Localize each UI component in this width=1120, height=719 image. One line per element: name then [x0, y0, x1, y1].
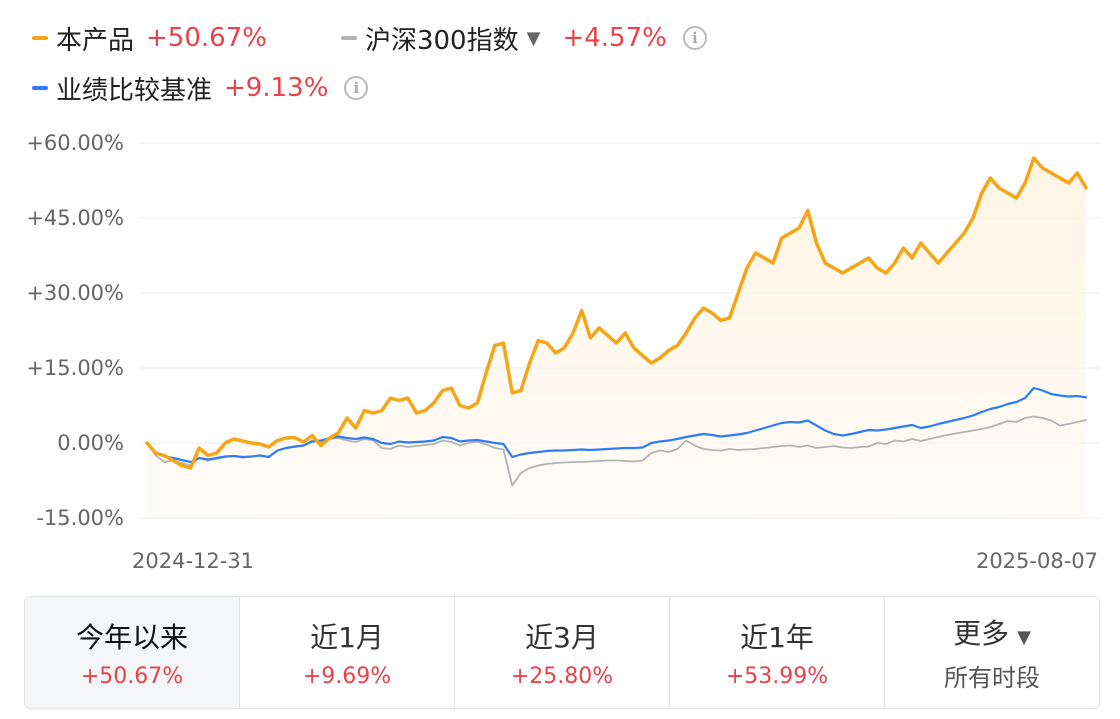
legend-row-2: 业绩比较基准 +9.13% i: [0, 68, 402, 108]
legend-name-benchmark: 业绩比较基准: [56, 75, 213, 106]
series-area-product: [147, 158, 1086, 518]
chevron-down-icon[interactable]: ▼: [526, 27, 541, 49]
tab-label: 近1月: [310, 621, 384, 654]
tab-sub-label: 所有时段: [944, 664, 1040, 692]
tab-1-month[interactable]: 近1月 +9.69%: [240, 597, 455, 708]
legend-index[interactable]: 沪深300指数 ▼ +4.57% i: [340, 20, 707, 57]
legend-value-benchmark: +9.13%: [224, 73, 329, 103]
y-tick-label: +15.00%: [26, 356, 124, 380]
info-icon[interactable]: i: [682, 26, 707, 50]
tab-more-label: 更多: [953, 617, 1010, 650]
tab-label-more: 更多 ▼: [953, 612, 1031, 652]
tab-value: +25.80%: [510, 664, 614, 689]
y-tick-label: +45.00%: [26, 206, 124, 230]
legend-swatch-product: [32, 36, 48, 40]
legend-value-index: +4.57%: [562, 23, 667, 53]
legend-value-product: +50.67%: [146, 23, 267, 53]
legend-name-product: 本产品: [56, 25, 135, 56]
legend-product[interactable]: 本产品 +50.67%: [0, 20, 267, 57]
x-tick-end: 2025-08-07: [976, 549, 1098, 573]
y-tick-label: -15.00%: [36, 506, 124, 530]
y-tick-label: +60.00%: [26, 131, 124, 155]
series-line-benchmark: [145, 386, 1088, 464]
tab-1-year[interactable]: 近1年 +53.99%: [670, 597, 885, 708]
legend-name-index: 沪深300指数: [364, 25, 519, 56]
tab-3-months[interactable]: 近3月 +25.80%: [455, 597, 670, 708]
series-line-product: [145, 156, 1088, 470]
legend-benchmark[interactable]: 业绩比较基准 +9.13% i: [0, 70, 369, 107]
tab-label: 近1年: [740, 621, 814, 654]
tab-value: +53.99%: [725, 664, 829, 689]
y-tick-label: 0.00%: [57, 431, 124, 455]
tab-label: 近3月: [525, 621, 599, 654]
chevron-down-icon: ▼: [1017, 627, 1031, 648]
tab-more[interactable]: 更多 ▼ 所有时段: [885, 597, 1099, 708]
tab-label: 今年以来: [75, 621, 188, 654]
y-tick-label: +30.00%: [26, 281, 124, 305]
legend-swatch-benchmark: [32, 86, 48, 90]
legend-row-1: 本产品 +50.67% 沪深300指数 ▼ +4.57% i: [0, 18, 741, 58]
x-tick-start: 2024-12-31: [132, 549, 254, 573]
period-tabs: 今年以来 +50.67% 近1月 +9.69% 近3月 +25.80% 近1年 …: [24, 596, 1100, 709]
performance-chart[interactable]: +60.00% +45.00% +30.00% +15.00% 0.00% -15.00%…: [0, 0, 1120, 590]
info-icon[interactable]: i: [344, 76, 369, 100]
legend-swatch-index: [340, 36, 357, 40]
tab-ytd[interactable]: 今年以来 +50.67%: [25, 597, 240, 708]
tab-value: +9.69%: [302, 664, 392, 689]
tab-value: +50.67%: [80, 664, 184, 689]
